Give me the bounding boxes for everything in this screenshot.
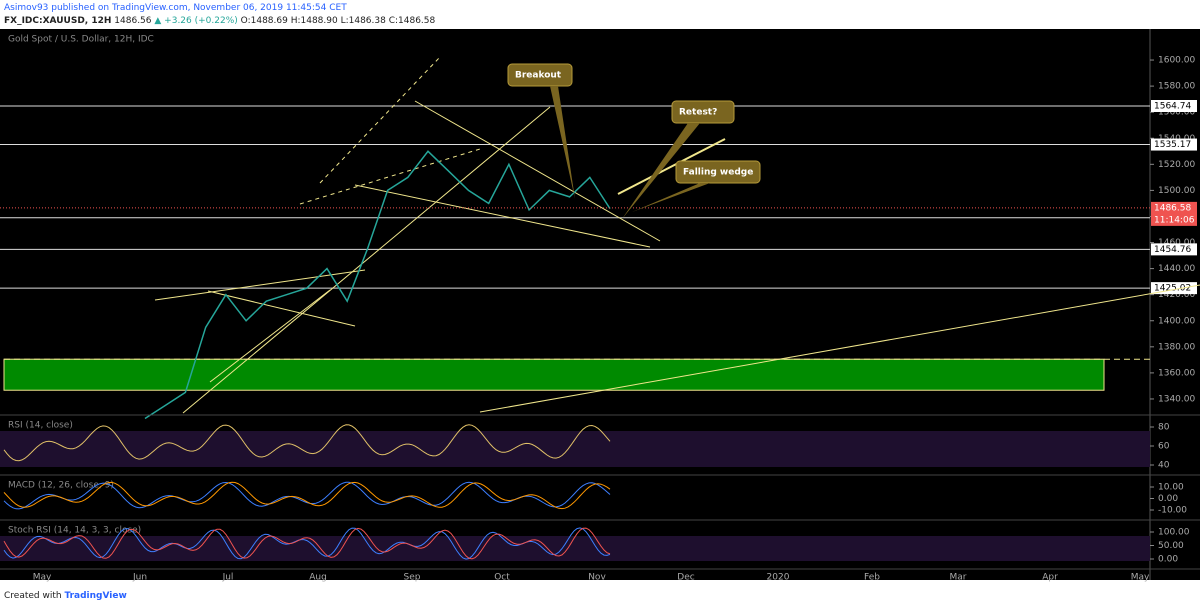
level-label: 1425.02 <box>1154 284 1191 294</box>
x-tick-label: Jul <box>222 573 234 583</box>
symbol-line: FX_IDC:XAUUSD, 12H 1486.56 ▲ +3.26 (+0.2… <box>4 16 435 26</box>
y-tick-label: 1440.00 <box>1158 264 1195 274</box>
x-tick-label: May <box>33 573 52 583</box>
x-tick-label: Oct <box>494 573 510 583</box>
y-tick-label: 1420.00 <box>1158 290 1195 300</box>
indicator-name: Stoch RSI (14, 14, 3, 3, close) <box>8 526 141 536</box>
footer: Created with TradingView <box>4 591 127 601</box>
change: ▲ +3.26 (+0.22%) <box>154 16 238 26</box>
indicator-tick-label: 10.00 <box>1158 483 1184 493</box>
current-box <box>1151 201 1197 226</box>
y-tick-label: 1400.00 <box>1158 316 1195 326</box>
x-tick-label: Feb <box>864 573 880 583</box>
x-tick-label: Mar <box>950 573 967 583</box>
y-tick-label: 1580.00 <box>1158 82 1195 92</box>
annotation: Retest? <box>679 108 717 118</box>
symbol: FX_IDC:XAUUSD, 12H <box>4 16 112 26</box>
annotation: Falling wedge <box>683 168 753 178</box>
trend-line <box>319 56 441 184</box>
level-label: 1535.17 <box>1154 140 1191 150</box>
x-tick-label: Aug <box>309 573 327 583</box>
trend-line <box>479 284 1200 413</box>
callout <box>622 123 700 219</box>
level-box <box>1151 138 1197 151</box>
y-tick-label: 1520.00 <box>1158 160 1195 170</box>
chart-legend: Gold Spot / U.S. Dollar, 12H, IDC <box>8 35 154 45</box>
indicator-tick-label: 0.00 <box>1158 494 1178 504</box>
indicator-line <box>3 424 611 462</box>
trend-line <box>182 106 551 414</box>
indicator-name: MACD (12, 26, close, 9) <box>8 481 114 491</box>
x-tick-label: Dec <box>677 573 694 583</box>
retest-arrow <box>617 138 726 195</box>
indicator-line <box>3 481 611 510</box>
y-tick-label: 1460.00 <box>1158 238 1195 248</box>
x-tick-label: Nov <box>588 573 606 583</box>
x-tick-label: Sep <box>404 573 421 583</box>
brand: TradingView <box>64 591 127 601</box>
indicator-tick-label: 50.00 <box>1158 541 1184 551</box>
indicator-tick-label: -10.00 <box>1158 506 1187 516</box>
indicator-tick-label: 0.00 <box>1158 555 1178 565</box>
y-tick-label: 1360.00 <box>1158 368 1195 378</box>
trend-line <box>207 290 356 327</box>
trend-line <box>414 100 661 242</box>
annotation-box <box>507 63 573 87</box>
level-box <box>1151 99 1197 112</box>
y-tick-label: 1340.00 <box>1158 394 1195 404</box>
annotation: Breakout <box>515 71 562 81</box>
support-zone <box>3 358 1105 391</box>
trend-line <box>209 289 331 383</box>
y-tick-label: 1560.00 <box>1158 108 1195 118</box>
annotation-box <box>671 100 735 124</box>
signal-line <box>3 527 611 560</box>
price-line <box>144 150 611 420</box>
annotation-box <box>675 160 761 184</box>
background <box>0 29 1200 580</box>
y-tick-label: 1380.00 <box>1158 342 1195 352</box>
ohlc: O:1488.69 H:1488.90 L:1486.38 C:1486.58 <box>240 16 436 26</box>
callout <box>632 183 710 212</box>
current-label: 1486.58 <box>1154 203 1191 213</box>
level-label: 1564.74 <box>1154 101 1191 111</box>
last: 1486.56 <box>114 16 152 26</box>
trend-line <box>354 184 651 248</box>
y-tick-label: 1600.00 <box>1158 56 1195 66</box>
x-tick-label: May <box>1131 573 1150 583</box>
signal-line <box>3 481 611 510</box>
panel-band <box>0 536 1150 561</box>
trend-line <box>154 269 366 301</box>
indicator-tick-label: 80 <box>1158 423 1170 433</box>
publisher: Asimov93 published on TradingView.com, N… <box>4 3 347 13</box>
countdown: 11:14:06 <box>1154 215 1195 225</box>
x-tick-label: 2020 <box>767 573 790 583</box>
created: Created with <box>4 591 62 601</box>
indicator-line <box>3 527 611 560</box>
indicator-tick-label: 100.00 <box>1158 528 1190 538</box>
level-box <box>1151 243 1197 256</box>
x-tick-label: Apr <box>1042 573 1058 583</box>
level-label: 1454.76 <box>1154 245 1191 255</box>
panel-band <box>0 431 1150 467</box>
indicator-tick-label: 60 <box>1158 442 1170 452</box>
y-tick-label: 1500.00 <box>1158 186 1195 196</box>
indicator-name: RSI (14, close) <box>8 421 73 431</box>
indicator-tick-label: 40 <box>1158 461 1170 471</box>
x-tick-label: Jun <box>132 573 147 583</box>
callout <box>550 86 575 199</box>
chart: Gold Spot / U.S. Dollar, 12H, IDC 1600.00… <box>0 29 1200 583</box>
